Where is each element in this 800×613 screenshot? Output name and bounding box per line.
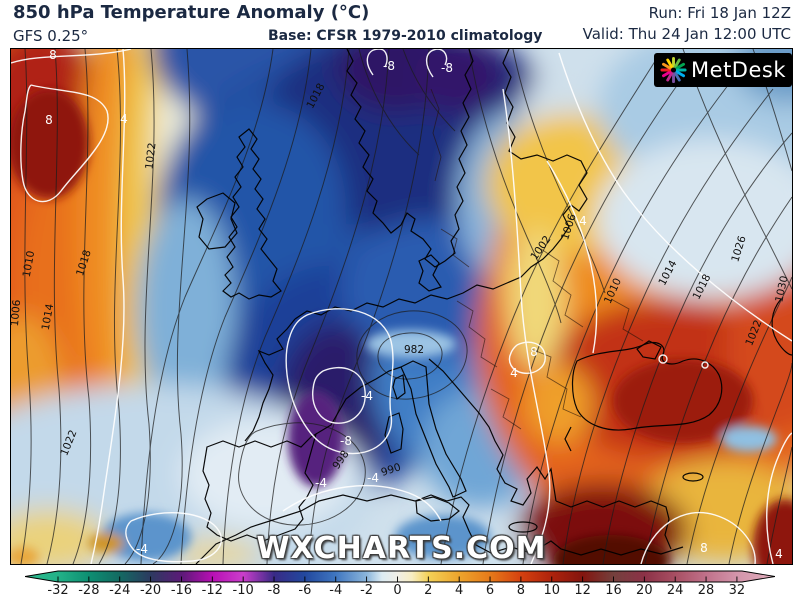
anomaly-contour-label: 8 [700,541,708,555]
colorbar-tick-label: -10 [232,583,254,598]
colorbar-tick-label: 8 [516,583,526,598]
colorbar-tick-label: -20 [139,583,162,598]
map-canvas: 1022 1018 1010 1018 1014 1006 1022 982 998 990 100… [10,48,793,565]
pressure-label: 1014 [656,258,680,288]
colorbar-tick-label: -4 [329,583,343,598]
page-title: 850 hPa Temperature Anomaly (°C) [13,2,370,23]
climatology-base-label: Base: CFSR 1979-2010 climatology [268,28,543,44]
colorbar-tick-label: -8 [267,583,281,598]
colorbar-tick-label: 32 [728,583,746,598]
colorbar-tick-label: 24 [666,583,684,598]
anomaly-contour-label: 8 [49,48,57,62]
anomaly-contour-label: -4 [136,542,148,556]
pressure-label: 998 [330,448,352,472]
colorbar-tick-label: 28 [697,583,715,598]
model-label: GFS 0.25° [13,27,89,45]
colorbar-tick-label: -12 [201,583,223,598]
metdesk-logo-text: MetDesk [691,58,786,82]
pressure-label: 1026 [729,234,749,264]
pressure-label: 982 [403,344,425,356]
colorbar-tick-label: 10 [543,583,561,598]
pressure-label: 990 [379,461,403,479]
pressure-label: 1022 [58,428,80,458]
colorbar-tick-label: -32 [47,583,69,598]
anomaly-contour-label: -4 [315,476,327,490]
country-borders [430,88,644,430]
pressure-label: 1022 [743,318,765,348]
anomaly-contour-label: 4 [775,547,783,561]
colorbar-tick-label: -2 [360,583,374,598]
colorbar-tick-label: 6 [485,583,495,598]
colorbar-tick-label: -28 [78,583,100,598]
coastlines [195,49,792,564]
pressure-label: 1002 [528,233,554,263]
anomaly-contour-label: 4 [510,366,518,380]
map-labels-layer: 1022 1018 1010 1018 1014 1006 1022 982 998 990 100… [11,49,792,564]
isobar-lines [20,49,792,564]
metdesk-pinwheel-icon [660,56,687,84]
pressure-label: 1018 [304,81,328,111]
colorbar-tick-label: 4 [455,583,464,598]
valid-time-label: Valid: Thu 24 Jan 12:00 UTC [582,25,791,43]
anomaly-contour-label: -4 [361,389,373,403]
anomaly-contour-label: 4 [579,214,587,228]
pressure-label: 1014 [39,302,57,332]
pressure-label: 1006 [559,212,579,242]
anomaly-contour-label: 8 [45,113,53,127]
pressure-label: 1010 [601,276,625,306]
colorbar-tick-label: 16 [605,583,622,598]
colorbar-tick-label: -16 [170,583,193,598]
anomaly-contour-label: -8 [340,434,352,448]
header: 850 hPa Temperature Anomaly (°C) GFS 0.2… [0,0,800,48]
pressure-label: 1018 [690,272,714,302]
colorbar-gradient-bar [24,570,776,583]
colorbar-tick-label: -24 [109,583,131,598]
anomaly-contour-label: -4 [367,471,379,485]
pressure-label: 1006 [10,299,24,327]
anomaly-contour-lines [11,49,792,564]
colorbar-tick-label: 2 [424,583,433,598]
anomaly-contour-label: -8 [383,59,395,73]
colorbar-tick-label: 20 [636,583,653,598]
anomaly-contour-label: 4 [120,112,128,126]
anomaly-color-field-detail [11,89,792,564]
pressure-label: 1018 [74,248,94,278]
colorbar-tick-label: -6 [298,583,312,598]
metdesk-logo: MetDesk [654,53,792,87]
watermark: WXCHARTS.COM [256,531,547,565]
anomaly-contour-label: -8 [441,61,453,75]
pressure-label: 1022 [143,142,159,170]
pressure-label: 1030 [773,274,791,304]
anomaly-contour-label: 8 [530,345,538,359]
run-time-label: Run: Fri 18 Jan 12Z [648,4,791,22]
colorbar-tick-label: 12 [574,583,591,598]
pressure-label: 1010 [20,249,38,279]
anomaly-map-art [11,49,792,564]
colorbar-tick-label: 0 [393,583,402,598]
colorbar: -32 -28 -24 -20 -16 -12 -10 -8 -6 -4 -2 0 2 4 6 8 10 12 16… [24,568,776,608]
